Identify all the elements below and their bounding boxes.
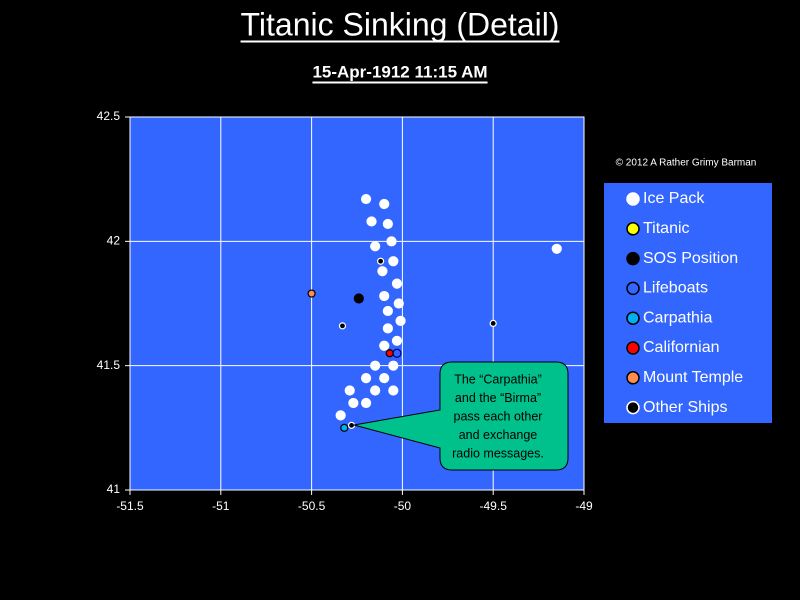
point <box>379 373 390 384</box>
x-tick-label: -49.5 <box>480 499 508 513</box>
point <box>360 373 372 384</box>
point <box>360 397 372 409</box>
point <box>382 323 393 334</box>
point <box>307 289 316 298</box>
legend-marker <box>626 222 640 236</box>
point <box>388 360 399 371</box>
legend-label: SOS Position <box>643 250 738 267</box>
point <box>366 216 377 227</box>
point <box>388 256 399 267</box>
point <box>340 423 349 432</box>
legend-marker <box>626 251 640 266</box>
point <box>348 397 359 409</box>
point <box>391 335 403 346</box>
legend-label: Carpathia <box>643 309 712 326</box>
legend-marker <box>626 400 640 415</box>
y-tick-label: 41 <box>107 482 121 496</box>
x-tick-label: -51 <box>212 499 230 513</box>
point <box>344 385 355 396</box>
point <box>335 410 346 421</box>
y-tick-label: 41.5 <box>97 358 121 372</box>
x-tick-label: -51.5 <box>116 499 144 513</box>
chart-title: Titanic Sinking (Detail) <box>241 6 560 42</box>
legend-label: Californian <box>643 339 719 356</box>
x-tick-label: -49 <box>575 499 593 513</box>
callout <box>353 361 569 471</box>
point <box>392 348 402 358</box>
point <box>377 266 388 277</box>
x-tick-label: -50.5 <box>298 499 326 513</box>
point <box>353 293 364 304</box>
point <box>395 315 406 327</box>
legend-box <box>604 183 772 423</box>
point <box>379 290 390 302</box>
point <box>370 385 381 396</box>
legend-label: Lifeboats <box>643 280 708 297</box>
legend-marker <box>626 311 640 325</box>
legend-label: Ice Pack <box>643 190 705 207</box>
point <box>338 322 347 330</box>
point <box>347 421 356 429</box>
point <box>386 236 397 247</box>
y-tick-label: 42 <box>107 234 121 248</box>
legend-marker <box>626 371 640 385</box>
point <box>391 278 403 289</box>
legend-marker <box>626 192 640 206</box>
point <box>379 340 390 351</box>
legend-label: Other Ships <box>643 399 727 416</box>
point <box>382 218 393 230</box>
annotation-line: The “Carpathia” <box>454 372 542 386</box>
legend-marker <box>626 341 640 355</box>
point <box>489 319 497 327</box>
annotation-line: radio messages. <box>452 446 544 460</box>
point <box>393 298 404 309</box>
point <box>370 241 381 252</box>
x-tick-label: -50 <box>394 499 412 513</box>
point <box>377 257 385 265</box>
point <box>382 305 393 317</box>
point <box>385 349 394 358</box>
chart-subtitle: 15-Apr-1912 11:15 AM <box>312 62 487 81</box>
legend-label: Titanic <box>643 220 690 237</box>
point <box>388 385 399 396</box>
annotation-line: pass each other <box>454 409 543 423</box>
point <box>551 243 562 254</box>
plot-border <box>129 116 585 491</box>
legend-marker <box>626 281 640 296</box>
legend-label: Mount Temple <box>643 369 743 386</box>
annotation-line: and the “Birma” <box>455 391 541 405</box>
point <box>360 193 372 205</box>
credit: © 2012 A Rather Grimy Barman <box>616 158 757 169</box>
annotation-line: and exchange <box>459 428 538 442</box>
y-tick-label: 42.5 <box>97 109 121 123</box>
point <box>370 360 381 371</box>
point <box>379 198 390 210</box>
